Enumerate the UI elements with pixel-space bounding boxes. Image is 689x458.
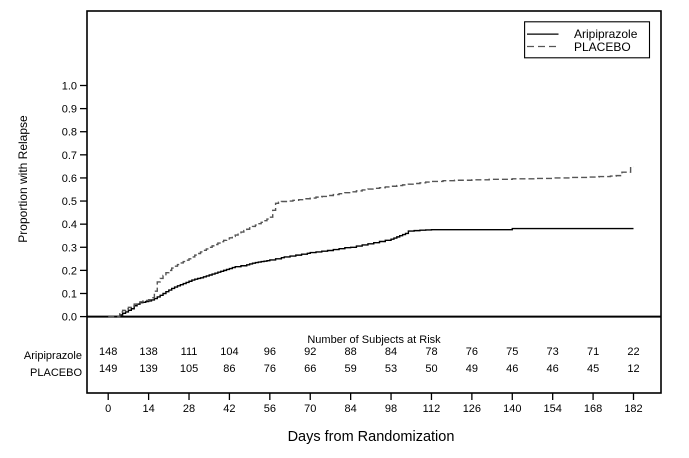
svg-text:50: 50	[425, 363, 437, 375]
svg-text:Aripiprazole: Aripiprazole	[574, 27, 638, 41]
svg-text:22: 22	[627, 346, 639, 358]
svg-text:148: 148	[99, 346, 117, 358]
svg-text:1.0: 1.0	[62, 81, 77, 93]
svg-text:75: 75	[506, 346, 518, 358]
svg-text:0.0: 0.0	[62, 312, 77, 324]
svg-text:154: 154	[544, 403, 562, 415]
svg-text:105: 105	[180, 363, 198, 375]
svg-text:59: 59	[345, 363, 357, 375]
svg-text:112: 112	[423, 403, 441, 415]
svg-text:66: 66	[304, 363, 316, 375]
svg-text:168: 168	[584, 403, 602, 415]
svg-text:92: 92	[304, 346, 316, 358]
svg-text:12: 12	[627, 363, 639, 375]
svg-text:0.7: 0.7	[62, 150, 77, 162]
svg-text:76: 76	[466, 346, 478, 358]
svg-text:45: 45	[587, 363, 599, 375]
svg-text:71: 71	[587, 346, 599, 358]
svg-text:46: 46	[547, 363, 559, 375]
svg-text:111: 111	[181, 346, 198, 358]
svg-text:46: 46	[506, 363, 518, 375]
svg-text:96: 96	[264, 346, 276, 358]
svg-text:78: 78	[425, 346, 437, 358]
svg-text:Days from Randomization: Days from Randomization	[288, 429, 455, 445]
svg-text:0.8: 0.8	[62, 127, 77, 139]
svg-text:139: 139	[139, 363, 157, 375]
svg-text:138: 138	[139, 346, 157, 358]
svg-text:0.2: 0.2	[62, 265, 77, 277]
svg-text:84: 84	[345, 403, 357, 415]
svg-text:PLACEBO: PLACEBO	[30, 367, 82, 379]
svg-text:14: 14	[142, 403, 154, 415]
svg-text:149: 149	[99, 363, 117, 375]
svg-text:PLACEBO: PLACEBO	[574, 40, 631, 54]
svg-text:76: 76	[264, 363, 276, 375]
svg-text:Number of Subjects at Risk: Number of Subjects at Risk	[307, 334, 441, 346]
svg-text:42: 42	[223, 403, 235, 415]
svg-text:104: 104	[220, 346, 238, 358]
svg-text:182: 182	[624, 403, 642, 415]
svg-text:56: 56	[264, 403, 276, 415]
svg-text:0.1: 0.1	[62, 288, 77, 300]
svg-text:73: 73	[547, 346, 559, 358]
svg-text:70: 70	[304, 403, 316, 415]
svg-text:0.9: 0.9	[62, 104, 77, 116]
svg-text:49: 49	[466, 363, 478, 375]
svg-text:53: 53	[385, 363, 397, 375]
svg-text:Aripiprazole: Aripiprazole	[24, 350, 82, 362]
svg-text:28: 28	[183, 403, 195, 415]
svg-text:0.5: 0.5	[62, 196, 77, 208]
svg-text:98: 98	[385, 403, 397, 415]
svg-text:0.3: 0.3	[62, 242, 77, 254]
svg-text:0.4: 0.4	[62, 219, 77, 231]
svg-text:0: 0	[105, 403, 111, 415]
svg-text:86: 86	[223, 363, 235, 375]
svg-text:140: 140	[503, 403, 521, 415]
svg-text:84: 84	[385, 346, 397, 358]
svg-text:126: 126	[463, 403, 481, 415]
svg-text:0.6: 0.6	[62, 173, 77, 185]
svg-text:88: 88	[345, 346, 357, 358]
